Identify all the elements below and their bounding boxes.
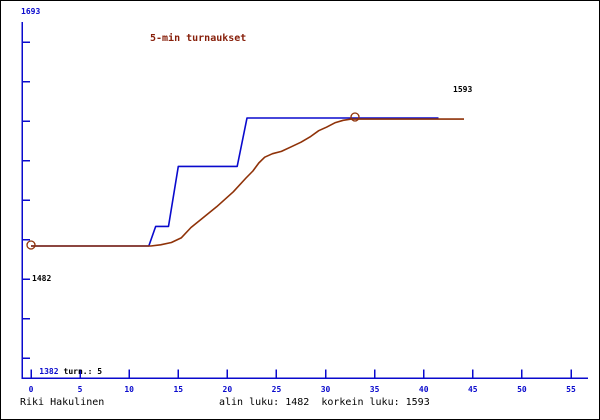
x-axis-tick-label: 35 [369, 385, 380, 394]
x-axis-tick-label: 20 [222, 385, 233, 394]
player-name: Riki Hakulinen [20, 397, 105, 408]
y-axis-mid-label: 1482 [32, 274, 52, 283]
x-axis-tick-label: 0 [28, 385, 34, 394]
extreme-marker [26, 240, 36, 250]
x-axis-tick-label: 45 [467, 385, 478, 394]
y-axis-min-label: 1382 [39, 367, 59, 377]
stats-summary: alin luku: 1482 korkein luku: 1593 [219, 397, 430, 408]
x-axis-tick-label: 10 [124, 385, 134, 394]
x-axis-tick-label: 5 [77, 385, 83, 394]
x-axis-tick-label: 55 [566, 385, 576, 394]
extreme-marker [350, 112, 360, 122]
axis-min-row: 1382 turn.: 5 [20, 358, 102, 386]
tournament-rating-steps-line [31, 117, 439, 247]
peak-value-label: 1593 [453, 85, 473, 94]
x-axis-tick-label: 50 [517, 385, 527, 394]
x-axis-tick-label: 30 [320, 385, 331, 394]
axes [21, 22, 588, 379]
smoothed-rating-curve-line [31, 118, 464, 247]
chart-title: 5-min turnaukset [150, 33, 247, 44]
x-axis-tick-label: 40 [418, 385, 429, 394]
x-axis-tick-label: 25 [271, 385, 282, 394]
tournament-count-label: turn.: 5 [63, 367, 103, 377]
x-axis-tick-label: 15 [173, 385, 184, 394]
y-axis-max-label: 1693 [21, 7, 41, 16]
